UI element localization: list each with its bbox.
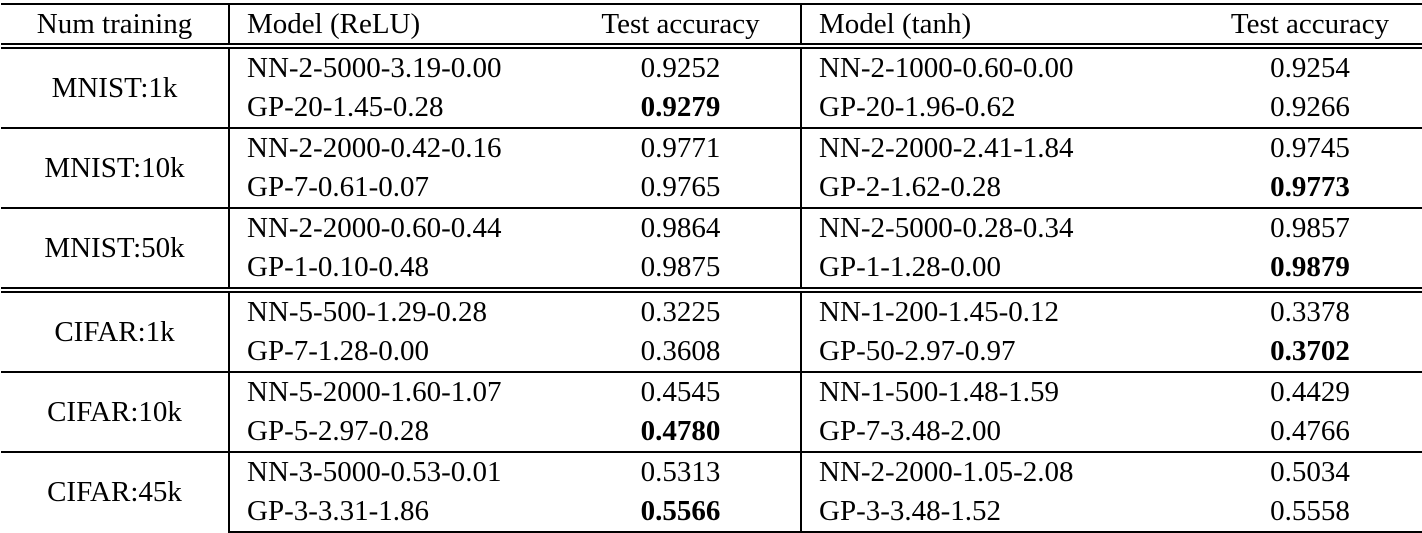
model-cell: GP-7-0.61-0.07 bbox=[247, 171, 430, 203]
model-cell: GP-20-1.96-0.62 bbox=[819, 91, 1016, 123]
accuracy-cell: 0.9254 bbox=[1197, 45, 1422, 88]
table-row: MNIST:50k NN-2-2000-0.60-0.44 0.9864 NN-… bbox=[1, 207, 1422, 290]
model-cell: NN-2-2000-0.60-0.44 bbox=[229, 207, 561, 248]
accuracy-cell: 0.4780 bbox=[561, 412, 802, 452]
column-header-test-accuracy-tanh: Test accuracy bbox=[1197, 3, 1422, 49]
accuracy-cell: 0.4766 bbox=[1270, 415, 1350, 447]
model-cell: NN-2-5000-3.19-0.00 bbox=[229, 45, 561, 88]
column-header-num-training: Num training bbox=[1, 3, 230, 49]
dataset-cell-mnist-50k: MNIST:50k bbox=[1, 207, 230, 290]
model-cell: NN-2-5000-0.28-0.34 bbox=[801, 207, 1197, 248]
model-cell: GP-5-2.97-0.28 bbox=[247, 415, 430, 447]
table-row: GP-20-1.45-0.28 0.9279 GP-20-1.96-0.62 0… bbox=[1, 88, 1422, 128]
table-row: CIFAR:1k NN-5-500-1.29-0.28 0.3225 NN-1-… bbox=[1, 287, 1422, 372]
model-cell: GP-2-1.62-0.28 bbox=[819, 171, 1002, 203]
table-row: CIFAR:10k NN-5-2000-1.60-1.07 0.4545 NN-… bbox=[1, 371, 1422, 452]
accuracy-cell: 0.9864 bbox=[561, 207, 802, 248]
accuracy-cell: 0.9279 bbox=[561, 88, 802, 128]
accuracy-cell: 0.9765 bbox=[561, 168, 802, 208]
model-cell: GP-7-1.28-0.00 bbox=[247, 335, 430, 367]
dataset-cell-cifar-10k: CIFAR:10k bbox=[1, 371, 230, 452]
accuracy-cell: 0.3225 bbox=[561, 287, 802, 332]
accuracy-cell: 0.9745 bbox=[1197, 127, 1422, 168]
table-row: CIFAR:45k NN-3-5000-0.53-0.01 0.5313 NN-… bbox=[1, 451, 1422, 532]
column-header-test-accuracy-relu: Test accuracy bbox=[561, 3, 802, 49]
model-cell: NN-3-5000-0.53-0.01 bbox=[229, 451, 561, 492]
accuracy-cell: 0.9879 bbox=[1270, 251, 1350, 283]
model-cell: GP-1-1.28-0.00 bbox=[819, 251, 1002, 283]
model-cell: NN-2-2000-2.41-1.84 bbox=[801, 127, 1197, 168]
accuracy-cell: 0.9773 bbox=[1270, 171, 1350, 203]
accuracy-cell: 0.5566 bbox=[561, 492, 802, 533]
table-header-row: Num training Model (ReLU) Test accuracy … bbox=[1, 3, 1422, 49]
accuracy-cell: 0.5558 bbox=[1197, 492, 1422, 533]
column-header-model-relu: Model (ReLU) bbox=[229, 3, 561, 49]
table-row: GP-5-2.97-0.28 0.4780 GP-7-3.48-2.00 0.4… bbox=[1, 412, 1422, 452]
model-cell: GP-1-0.10-0.48 bbox=[247, 251, 430, 283]
dataset-cell-mnist-10k: MNIST:10k bbox=[1, 127, 230, 208]
model-cell: NN-2-1000-0.60-0.00 bbox=[801, 45, 1197, 88]
model-cell: GP-3-3.48-1.52 bbox=[801, 492, 1197, 533]
accuracy-cell: 0.5313 bbox=[561, 451, 802, 492]
table-row: GP-7-0.61-0.07 0.9765 GP-2-1.62-0.28 0.9… bbox=[1, 168, 1422, 208]
model-cell: NN-2-2000-1.05-2.08 bbox=[801, 451, 1197, 492]
accuracy-cell: 0.5034 bbox=[1197, 451, 1422, 492]
model-cell: GP-3-3.31-1.86 bbox=[229, 492, 561, 533]
model-cell: NN-1-500-1.48-1.59 bbox=[801, 371, 1197, 412]
accuracy-cell: 0.9266 bbox=[1270, 91, 1350, 123]
model-cell: NN-1-200-1.45-0.12 bbox=[801, 287, 1197, 332]
dataset-cell-cifar-1k: CIFAR:1k bbox=[1, 287, 230, 372]
table-row: GP-1-0.10-0.48 0.9875 GP-1-1.28-0.00 0.9… bbox=[1, 248, 1422, 290]
accuracy-cell: 0.4429 bbox=[1197, 371, 1422, 412]
model-cell: NN-5-2000-1.60-1.07 bbox=[229, 371, 561, 412]
accuracy-cell: 0.9252 bbox=[561, 45, 802, 88]
column-header-model-tanh: Model (tanh) bbox=[801, 3, 1197, 49]
model-cell: NN-5-500-1.29-0.28 bbox=[229, 287, 561, 332]
results-table: Num training Model (ReLU) Test accuracy … bbox=[1, 3, 1422, 533]
model-cell: GP-7-3.48-2.00 bbox=[819, 415, 1002, 447]
table-row: GP-7-1.28-0.00 0.3608 GP-50-2.97-0.97 0.… bbox=[1, 332, 1422, 372]
accuracy-cell: 0.4545 bbox=[561, 371, 802, 412]
table-row: MNIST:10k NN-2-2000-0.42-0.16 0.9771 NN-… bbox=[1, 127, 1422, 208]
table-row: MNIST:1k NN-2-5000-3.19-0.00 0.9252 NN-2… bbox=[1, 45, 1422, 128]
accuracy-cell: 0.3608 bbox=[561, 332, 802, 372]
accuracy-cell: 0.3378 bbox=[1197, 287, 1422, 332]
accuracy-cell: 0.9771 bbox=[561, 127, 802, 168]
dataset-cell-mnist-1k: MNIST:1k bbox=[1, 45, 230, 128]
accuracy-cell: 0.9875 bbox=[561, 248, 802, 290]
accuracy-cell: 0.9857 bbox=[1197, 207, 1422, 248]
model-cell: GP-50-2.97-0.97 bbox=[819, 335, 1016, 367]
model-cell: GP-20-1.45-0.28 bbox=[247, 91, 444, 123]
accuracy-cell: 0.3702 bbox=[1270, 335, 1350, 367]
dataset-cell-cifar-45k: CIFAR:45k bbox=[1, 451, 230, 532]
model-cell: NN-2-2000-0.42-0.16 bbox=[229, 127, 561, 168]
